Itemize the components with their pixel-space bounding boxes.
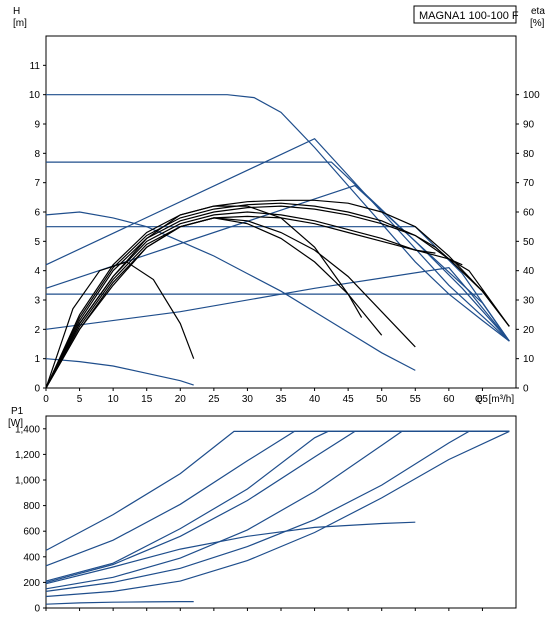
y2-tick-label: 90: [523, 120, 535, 131]
eta-curve-5: [45, 217, 416, 389]
p1-tick-label: 600: [23, 527, 40, 538]
y2-tick-label: 100: [523, 90, 540, 101]
chart-title: MAGNA1 100-100 F: [419, 10, 519, 22]
eta-curve-3: [45, 211, 463, 389]
p1-tick-label: 1,400: [15, 424, 40, 435]
x-tick-label: 30: [242, 394, 254, 405]
p1-tick-label: 400: [23, 552, 40, 563]
x-tick-label: 15: [141, 394, 153, 405]
x-tick-label: 10: [108, 394, 120, 405]
eta-curve-4: [45, 215, 436, 389]
eta-curve-2: [45, 205, 510, 389]
y-axis-unit-p1: [W]: [8, 418, 23, 429]
y-tick-label: 4: [34, 266, 40, 277]
x-tick-label: 25: [208, 394, 220, 405]
y2-axis-unit-eta: [%]: [530, 18, 545, 29]
x-tick-label: 55: [410, 394, 422, 405]
x-axis-unit-q: [m³/h]: [489, 394, 515, 405]
x-tick-label: 0: [43, 394, 49, 405]
power-axis-ticks: 0 200 400 600 800 1,000 1,200 1,400: [15, 424, 483, 615]
x-tick-label: 20: [175, 394, 187, 405]
eta-curve-0: [45, 199, 510, 389]
p1-tick-label: 200: [23, 578, 40, 589]
y2-tick-label: 70: [523, 178, 535, 189]
y-tick-label: 5: [34, 237, 40, 248]
y-tick-label: 1: [34, 354, 40, 365]
power-chart: P1 [W] 0 200 400 600 800 1,000 1,200 1,400: [8, 406, 517, 615]
y-tick-label: 10: [29, 90, 41, 101]
eta-curve-1: [45, 202, 510, 389]
y-tick-label: 0: [34, 384, 40, 395]
x-tick-label: 65: [477, 394, 489, 405]
title-box: [413, 5, 517, 24]
eta-curve-7: [45, 205, 363, 389]
power-curve-6: [45, 430, 510, 598]
y-axis-label-h: H: [13, 6, 20, 17]
y-tick-label: 2: [34, 325, 40, 336]
head-curve-4: [46, 226, 510, 342]
p1-tick-label: 0: [34, 604, 40, 615]
eta-curve-6: [45, 217, 383, 389]
head-chart: MAGNA1 100-100 F H [m] eta [%] Q [m³/h] …: [13, 5, 545, 405]
power-curve-8: [45, 601, 194, 605]
x-tick-label: 45: [343, 394, 355, 405]
power-curve-3: [45, 430, 510, 583]
power-curve-5: [45, 430, 510, 592]
y-axis-unit-h: [m]: [13, 18, 27, 29]
head-curve-5: [45, 267, 510, 342]
x-tick-label: 50: [376, 394, 388, 405]
x-tick-label: 40: [309, 394, 321, 405]
y-tick-label: 8: [34, 149, 40, 160]
y-tick-label: 7: [34, 178, 40, 189]
power-curve-4: [45, 430, 510, 590]
y2-tick-label: 50: [523, 237, 535, 248]
x-tick-label: 60: [443, 394, 455, 405]
efficiency-curves: [45, 199, 510, 389]
y2-tick-label: 20: [523, 325, 535, 336]
x-tick-label: 35: [275, 394, 287, 405]
y2-tick-label: 40: [523, 266, 535, 277]
y2-tick-label: 60: [523, 208, 535, 219]
head-curve-7: [45, 211, 416, 371]
y-tick-label: 6: [34, 208, 40, 219]
y2-tick-label: 10: [523, 354, 535, 365]
x-tick-label: 5: [77, 394, 83, 405]
p1-tick-label: 1,000: [15, 476, 40, 487]
head-axis-ticks: 0 5 10 15 20 25 30 35 40 45 50 55 60 6501234567891011…: [29, 61, 540, 405]
y-tick-label: 9: [34, 120, 40, 131]
head-curve-3: [45, 184, 510, 342]
y2-tick-label: 80: [523, 149, 535, 160]
power-curves: [45, 430, 510, 605]
y-tick-label: 3: [34, 296, 40, 307]
eta-curve-8: [45, 261, 195, 389]
head-curves: [45, 94, 510, 386]
head-curve-2: [45, 137, 510, 342]
power-curve-1: [45, 430, 510, 567]
y-axis-label-p1: P1: [11, 406, 24, 417]
head-curve-8: [45, 358, 194, 386]
x-axis-label-q: Q [m³/h]: [475, 394, 514, 405]
y2-axis-label-eta: eta: [531, 6, 545, 17]
y2-tick-label: 30: [523, 296, 535, 307]
head-plot-frame: [45, 35, 517, 389]
p1-tick-label: 800: [23, 501, 40, 512]
power-curve-7: [45, 521, 416, 585]
power-curve-2: [45, 430, 510, 582]
x-axis-label-q-text: Q: [475, 394, 483, 405]
y-tick-label: 11: [30, 61, 41, 72]
y2-tick-label: 0: [523, 384, 529, 395]
p1-tick-label: 1,200: [15, 450, 40, 461]
